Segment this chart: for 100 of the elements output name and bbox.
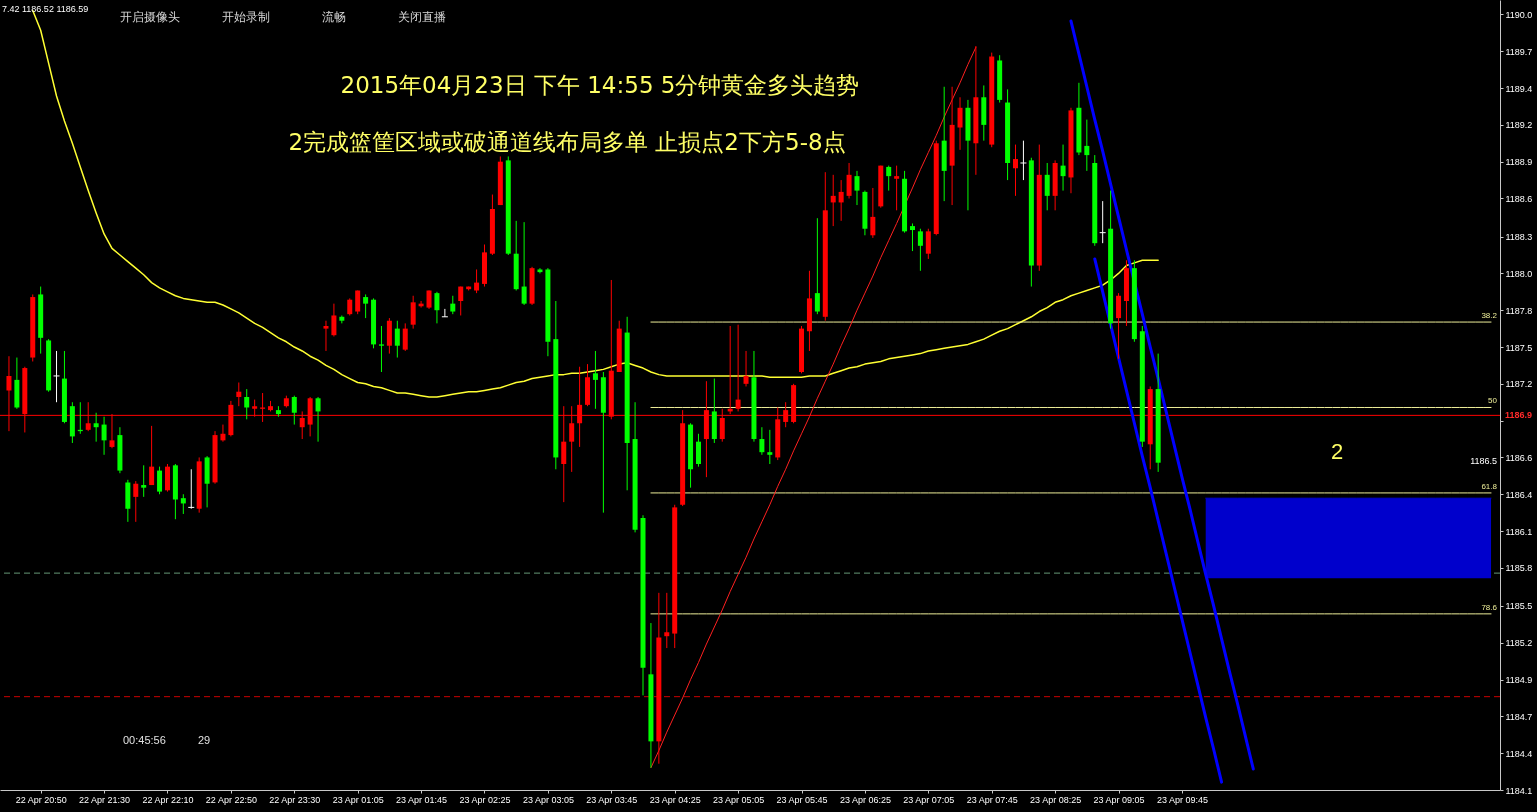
candlestick	[133, 480, 139, 523]
candlestick	[458, 286, 464, 316]
x-tick-label: 23 Apr 09:45	[1156, 794, 1208, 805]
candlestick	[164, 463, 170, 493]
annotation: 00:45:56	[123, 734, 166, 746]
candlestick	[450, 295, 456, 315]
x-tick-label: 23 Apr 07:05	[903, 794, 955, 805]
candlestick	[474, 268, 480, 294]
x-tick-label: 22 Apr 21:30	[79, 794, 131, 805]
x-tick-label: 23 Apr 01:45	[396, 794, 448, 805]
y-tick-label: 1188.6	[1505, 193, 1533, 204]
candlestick	[1084, 119, 1090, 172]
text: 1186.9	[1505, 410, 1533, 420]
x-tick-label: 22 Apr 20:50	[15, 794, 67, 805]
annotation: 开启摄像头	[120, 10, 180, 24]
x-tick-label: 22 Apr 22:10	[142, 794, 194, 805]
candlestick	[244, 388, 250, 420]
x-tick-label: 23 Apr 07:45	[966, 794, 1018, 805]
candlestick	[363, 293, 369, 319]
candlestick	[695, 433, 701, 468]
candlestick	[236, 382, 242, 407]
candlestick	[53, 350, 61, 403]
candlestick	[331, 303, 337, 338]
annotation: 流畅	[322, 10, 346, 24]
y-tick-label: 1187.8	[1505, 305, 1533, 316]
candlestick	[1044, 162, 1050, 211]
x-tick-label: 23 Apr 03:05	[522, 794, 574, 805]
candlestick	[1099, 200, 1107, 244]
candlestick	[854, 170, 860, 206]
x-tick-label: 23 Apr 05:45	[776, 794, 828, 805]
candlestick	[101, 416, 107, 456]
candlestick	[180, 493, 186, 515]
x-tick-label: 23 Apr 08:25	[1030, 794, 1082, 805]
x-tick-label: 23 Apr 01:05	[332, 794, 384, 805]
line-series	[1093, 257, 1224, 784]
x-tick-label: 23 Apr 03:45	[586, 794, 638, 805]
candlestick	[909, 222, 915, 252]
candlestick	[870, 187, 876, 239]
y-tick-label: 1188.0	[1505, 268, 1533, 279]
candlestick	[149, 425, 155, 486]
series-label: 61.8	[1481, 481, 1498, 491]
y-tick-label: 1185.5	[1505, 601, 1533, 612]
annotation: 开始录制	[222, 10, 270, 24]
candlestick	[894, 165, 900, 211]
candlestick	[735, 324, 741, 412]
line-series	[1069, 19, 1255, 771]
candlestick	[1060, 144, 1066, 192]
candlestick	[846, 162, 852, 199]
line-series	[650, 46, 977, 769]
candlestick	[434, 291, 440, 324]
y-tick-label: 1190.0	[1505, 9, 1533, 20]
annotation: 7.42 1186.52 1186.59	[2, 4, 89, 14]
series-label: 38.2	[1481, 311, 1498, 321]
candlestick	[1013, 144, 1019, 197]
y-tick-label: 1184.7	[1505, 711, 1533, 722]
y-tick-label: 1184.1	[1505, 785, 1533, 796]
candlestick	[220, 424, 226, 443]
y-tick-label: 1184.4	[1505, 748, 1533, 759]
candlestick	[378, 325, 384, 373]
candlestick	[743, 350, 749, 387]
y-tick-label: 1187.2	[1505, 379, 1533, 390]
x-tick-label: 23 Apr 05:05	[713, 794, 765, 805]
candlestick	[917, 228, 923, 272]
candlestick	[664, 592, 670, 649]
candlestick	[355, 290, 361, 315]
y-tick-label: 1188.3	[1505, 232, 1533, 243]
candlestick	[291, 395, 297, 426]
text: 2完成篮筐区域或破通道线布局多单 止损点2下方5-8点	[288, 129, 846, 155]
candlestick	[830, 174, 836, 227]
y-tick-label: 1184.9	[1505, 675, 1533, 686]
candlestick	[957, 96, 963, 151]
y-tick-label: 1186.1	[1505, 526, 1533, 537]
y-tick-label: 1187.5	[1505, 342, 1533, 353]
x-tick-label: 23 Apr 04:25	[649, 794, 701, 805]
y-tick-label: 1185.2	[1505, 638, 1533, 649]
x-tick-label: 22 Apr 23:30	[269, 794, 321, 805]
x-tick-label: 22 Apr 22:50	[205, 794, 257, 805]
y-tick-label: 1189.7	[1505, 46, 1533, 57]
y-tick-label: 1188.9	[1505, 157, 1533, 168]
candlestick	[157, 466, 163, 495]
candlestick	[426, 290, 432, 310]
candlestick	[187, 468, 195, 510]
series-label: 78.6	[1481, 602, 1498, 612]
y-tick-label: 1189.2	[1505, 120, 1533, 131]
x-tick-label: 23 Apr 06:25	[839, 794, 891, 805]
series-label: 50	[1488, 396, 1498, 406]
candlestick	[323, 320, 329, 352]
x-tick-label: 23 Apr 02:25	[459, 794, 511, 805]
annotation: 1186.5	[1470, 456, 1497, 466]
candlestick	[886, 165, 892, 192]
y-tick-label: 1186.6	[1505, 452, 1533, 463]
candlestick	[925, 228, 931, 260]
candlestick	[1116, 292, 1122, 360]
candlestick	[592, 350, 598, 410]
x-tick-label: 23 Apr 09:05	[1093, 794, 1145, 805]
candlestick	[141, 464, 147, 498]
annotation: 2	[1330, 439, 1344, 464]
annotation: 关闭直播	[398, 10, 446, 24]
candlestick	[402, 322, 408, 352]
candlestick	[1019, 140, 1027, 181]
